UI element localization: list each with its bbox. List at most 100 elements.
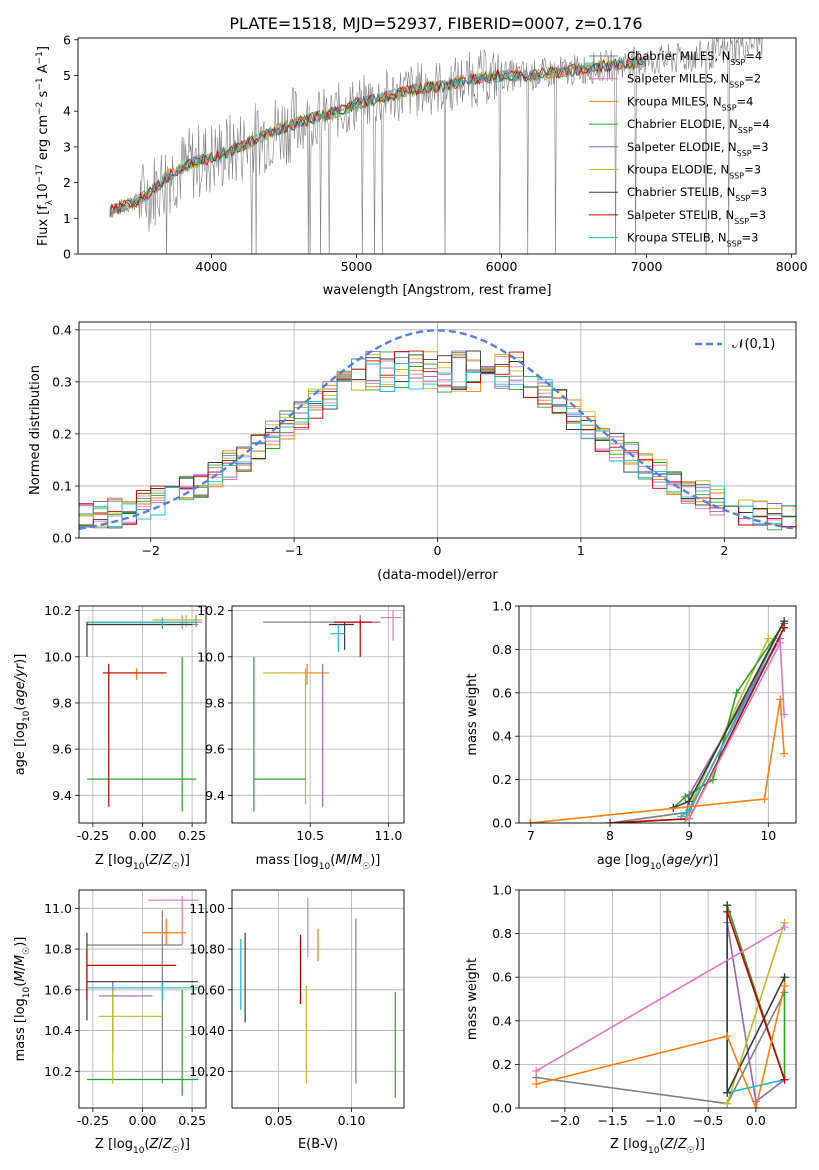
y-tick-label: 10.4 [44,1023,72,1038]
weight-series-line [530,699,785,823]
legend-label: Salpeter ELODIE, NSSP=3 [627,140,769,158]
x-tick-label: −1 [285,543,303,558]
spectrum-model-line [109,56,647,217]
x-tick-label: 0.10 [338,1113,366,1128]
y-tick-label: 9.6 [205,742,225,757]
residual-histogram [79,358,796,527]
chart-mass-vs-EBV: 0.05 0.10 10.20 10.40 10.60 10.80 11.00 E(B-V) [189,889,405,1152]
label-part: 10 [650,862,662,872]
legend-label: Kroupa ELODIE, NSSP=3 [627,163,761,181]
y-tick-label: 0.8 [492,642,512,657]
label-part: age [log [597,853,650,868]
y-axis-label: age [log10(age/yr)] [13,654,32,776]
label-part: )] [695,1137,705,1152]
y-tick-label: 3 [63,139,71,154]
y-tick-label: 10.20 [189,1064,225,1079]
label-part: / [673,1137,678,1152]
label-part: mass [log [256,853,319,868]
spectrum-model-line [109,57,647,213]
weight-point [681,792,690,801]
legend-text: Kroupa ELODIE, N [627,163,729,177]
chart-weight-vs-Z: −2.0 −1.5 −1.0 −0.5 0.0 0.0 0.2 0.4 0.6 0.8 1.0 Z [… [465,883,797,1156]
weight-point [780,749,789,758]
label-part: −17 [35,164,45,183]
label-part: Z [162,1137,173,1152]
legend-label: Chabrier ELODIE, NSSP=4 [627,117,770,135]
y-tick-label: 0.4 [52,322,72,337]
y-tick-label: 10.2 [44,603,72,618]
y-tick-label: 10.40 [189,1023,225,1038]
legend-value: =3 [744,163,761,177]
label-part: ( [144,1137,149,1152]
label-part: ( [330,853,335,868]
label-part: mass [log [13,998,28,1061]
legend-value: =3 [742,231,759,245]
legend-sub: SSP [730,58,745,67]
x-axis-label: E(B-V) [298,1137,338,1152]
x-tick-label: 8000 [776,259,808,274]
legend-value: =3 [749,208,766,222]
legend-sub: SSP [729,171,744,180]
y-tick-label: 10.0 [44,649,72,664]
y-tick-label: 0.6 [492,685,512,700]
weight-point [776,695,785,704]
label-part: M [13,970,28,981]
x-axis-label: wavelength [Angstrom, rest frame] [323,283,552,298]
axes-frame [231,889,405,1109]
label-part: age/yr [666,853,709,868]
y-tick-label: 0.2 [492,772,512,787]
x-tick-label: −1.5 [597,1113,627,1128]
x-tick-label: −0.5 [693,1113,723,1128]
legend-label: Kroupa STELIB, NSSP=3 [627,231,758,249]
label-part: Z [677,1137,688,1152]
legend-label: Salpeter STELIB, NSSP=3 [627,208,766,226]
y-tick-label: 10.2 [197,603,225,618]
x-tick-label: 9 [685,828,693,843]
label-part: Z [149,1137,160,1152]
label-part: / [13,965,28,970]
x-tick-label: −2.0 [550,1113,580,1128]
label-part: Z [149,853,160,868]
label-part: age/yr [13,662,28,705]
weight-point [681,819,690,823]
y-tick-label: 0.0 [492,1101,512,1116]
legend-text: Kroupa STELIB, N [627,231,727,245]
legend-text: Salpeter STELIB, N [627,208,734,222]
label-part: −1 [35,77,45,90]
weight-point [606,819,615,823]
x-tick-label: 8 [606,828,614,843]
legend-sub: SSP [729,80,744,89]
weight-point [780,973,789,982]
label-part: )] [708,853,718,868]
y-tick-label: 9.6 [52,742,72,757]
plot-area [232,606,404,823]
x-axis-label: age [log10(age/yr)] [597,853,719,872]
x-tick-label: -0.25 [77,1113,109,1128]
legend-value: =3 [752,140,769,154]
x-tick-label: 7000 [631,259,663,274]
spectrum-model-line [109,57,647,216]
label-part: ] [36,46,51,51]
spectrum-model-line [109,56,647,213]
label-part: erg cm [36,115,51,164]
weight-series-line [536,985,786,1108]
label-part: 10 [319,862,331,872]
plot-area [232,890,404,1108]
x-tick-label: 0.00 [129,828,157,843]
x-tick-label: 6000 [486,259,518,274]
x-tick-label: 1 [577,543,585,558]
x-axis-label: Z [log10(Z/Z☉)] [95,853,190,872]
weight-point [685,814,694,823]
y-tick-label: 6 [63,32,71,47]
label-part: E(B-V) [298,1137,338,1152]
weight-point [751,1104,760,1108]
residual-histogram [79,350,796,529]
legend-label: Chabrier STELIB, NSSP=3 [627,185,767,203]
weight-point [780,981,789,990]
legend-sub: SSP [738,126,753,135]
x-tick-label: 0.25 [178,828,206,843]
label-part: 10 [648,1146,660,1156]
y-axis-label: Flux [fλ10−17 erg cm−2 s−1 A−1] [35,46,55,246]
plot-area [79,322,796,538]
